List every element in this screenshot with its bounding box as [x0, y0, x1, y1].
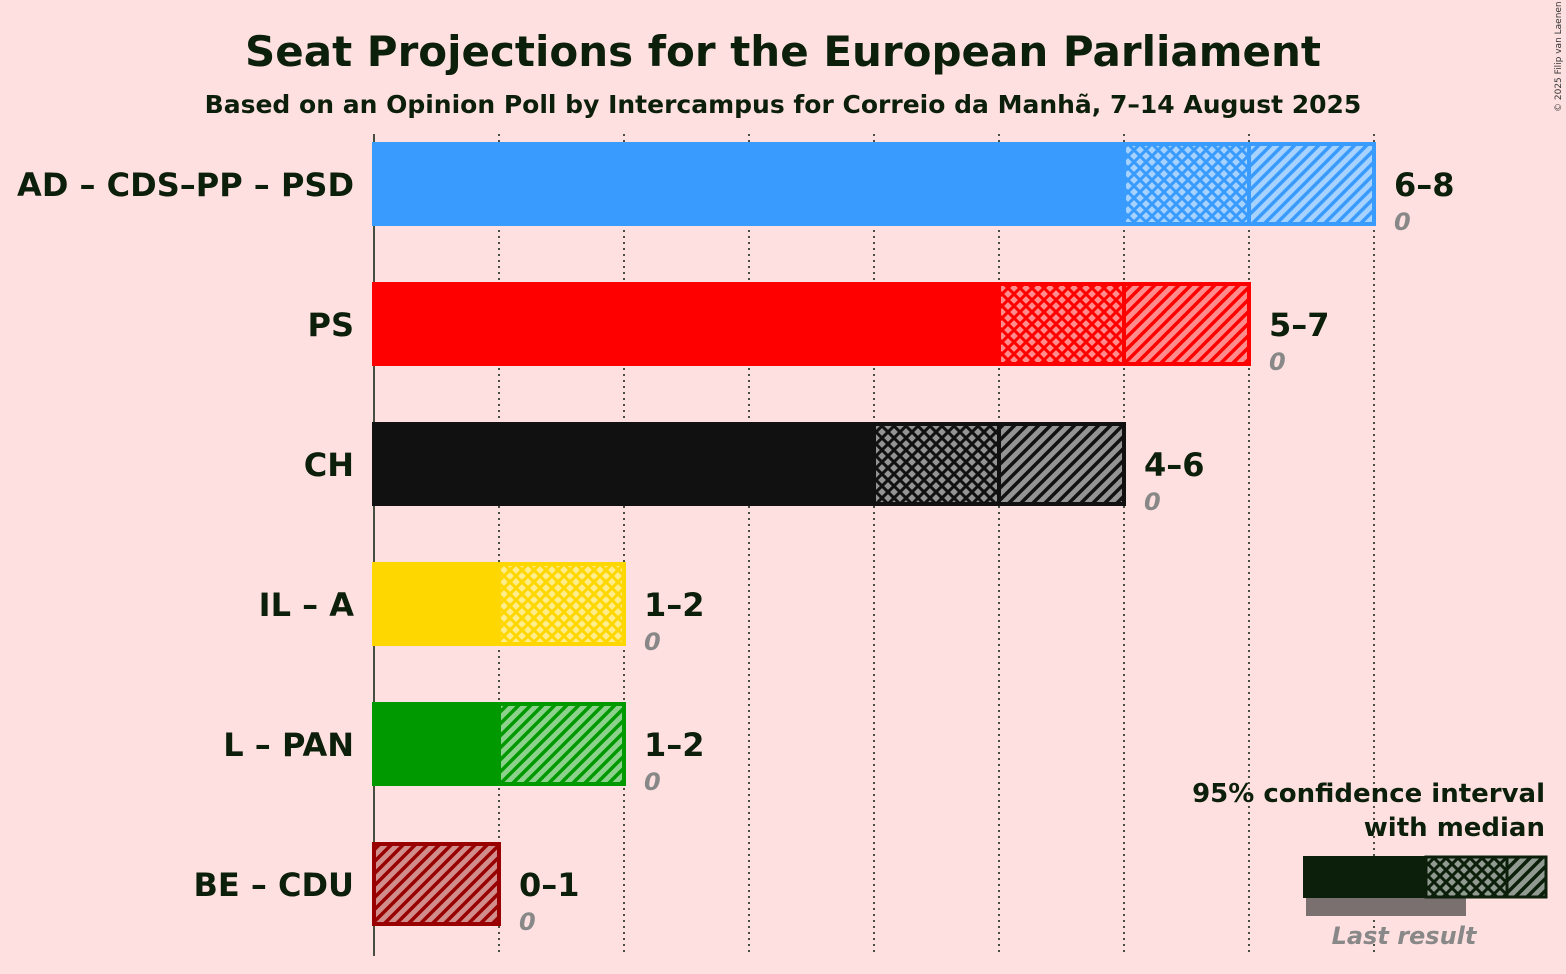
last-result-label: 0	[644, 628, 661, 656]
legend-ci-line2: with median	[1364, 813, 1545, 843]
bars: AD – CDS–PP – PSD 6–8 0 PS 5–7 0 CH 4–6 0 IL – A 1…	[17, 142, 1455, 936]
last-result-label: 0	[1269, 348, 1286, 376]
party-label: CH	[304, 446, 354, 484]
legend-crosshatch-swatch	[1426, 857, 1507, 897]
bar-solid	[372, 702, 499, 786]
party-label: BE – CDU	[193, 866, 354, 904]
party-bar-group: L – PAN 1–2 0	[223, 702, 705, 796]
party-label: PS	[308, 306, 355, 344]
bar-ci-outline	[372, 842, 501, 926]
bar-ci-lower	[999, 284, 1124, 364]
bar-ci-lower	[499, 564, 624, 644]
bar-ci-upper	[999, 424, 1124, 504]
chart-title: Seat Projections for the European Parlia…	[245, 27, 1321, 76]
bar-ci-upper	[499, 704, 624, 784]
last-result-label: 0	[1394, 208, 1411, 236]
bar-solid	[372, 562, 499, 646]
party-bar-group: CH 4–6 0	[304, 422, 1205, 516]
bar-ci-upper	[1249, 144, 1374, 224]
bar-solid	[372, 422, 874, 506]
gridlines	[373, 134, 1375, 956]
party-label: AD – CDS–PP – PSD	[17, 166, 354, 204]
party-bar-group: AD – CDS–PP – PSD 6–8 0	[17, 142, 1455, 236]
bar-solid	[372, 282, 999, 366]
copyright: © 2025 Filip van Laenen	[1554, 1, 1564, 112]
bar-ci-outline	[497, 702, 626, 786]
chart-subtitle: Based on an Opinion Poll by Intercampus …	[205, 90, 1362, 119]
legend-ci-line1: 95% confidence interval	[1192, 779, 1545, 809]
legend-last-result-swatch	[1306, 898, 1466, 916]
legend-solid-swatch	[1303, 856, 1426, 898]
legend-diagonal-swatch	[1507, 857, 1546, 897]
legend: 95% confidence interval with median Last…	[1192, 779, 1548, 950]
bar-ci-lower	[1124, 144, 1249, 224]
bar-solid	[372, 142, 1124, 226]
range-label: 5–7	[1269, 306, 1330, 344]
bar-ci-upper	[374, 844, 499, 924]
last-result-label: 0	[644, 768, 661, 796]
range-label: 4–6	[1144, 446, 1205, 484]
range-label: 6–8	[1394, 166, 1455, 204]
party-label: L – PAN	[223, 726, 354, 764]
legend-ci-outline	[1424, 855, 1548, 899]
range-label: 0–1	[519, 866, 580, 904]
party-bar-group: IL – A 1–2 0	[259, 562, 705, 656]
party-label: IL – A	[259, 586, 355, 624]
bar-ci-upper	[1124, 284, 1249, 364]
party-bar-group: BE – CDU 0–1 0	[193, 842, 580, 936]
bar-ci-lower	[874, 424, 999, 504]
last-result-label: 0	[1144, 488, 1161, 516]
bar-ci-outline	[497, 562, 626, 646]
range-label: 1–2	[644, 726, 705, 764]
legend-last-result-label: Last result	[1332, 922, 1478, 950]
last-result-label: 0	[519, 908, 536, 936]
party-bar-group: PS 5–7 0	[308, 282, 1330, 376]
range-label: 1–2	[644, 586, 705, 624]
